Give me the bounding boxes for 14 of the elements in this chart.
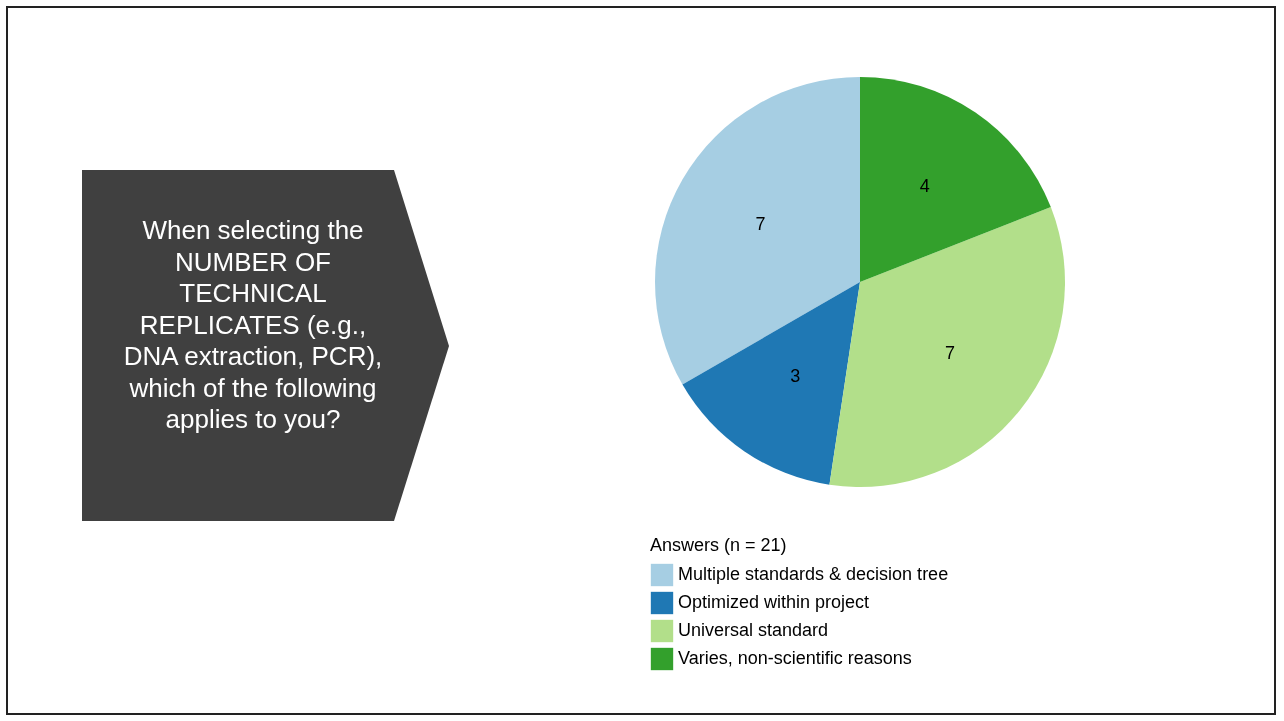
pie-slice — [655, 77, 860, 385]
legend-label: Multiple standards & decision tree — [678, 564, 949, 584]
text: When selecting the NUMBER OF TECHNICAL REPLICATES (e.g., DNA extraction, PCR), which of the following applies to you? — [122, 215, 384, 436]
data-label: 7 — [755, 213, 766, 234]
legend-label: Optimized within project — [678, 592, 870, 612]
data-label: 3 — [790, 366, 801, 387]
legend-label: Universal standard — [678, 620, 829, 640]
pie-slice — [682, 282, 860, 485]
data-label: 4 — [919, 175, 930, 196]
pie-slice — [860, 77, 1051, 282]
legend-title: Answers (n = 21) — [650, 535, 787, 555]
pie-slice — [829, 207, 1065, 487]
legend-label: Varies, non-scientific reasons — [678, 648, 912, 668]
data-label: 7 — [944, 342, 955, 363]
